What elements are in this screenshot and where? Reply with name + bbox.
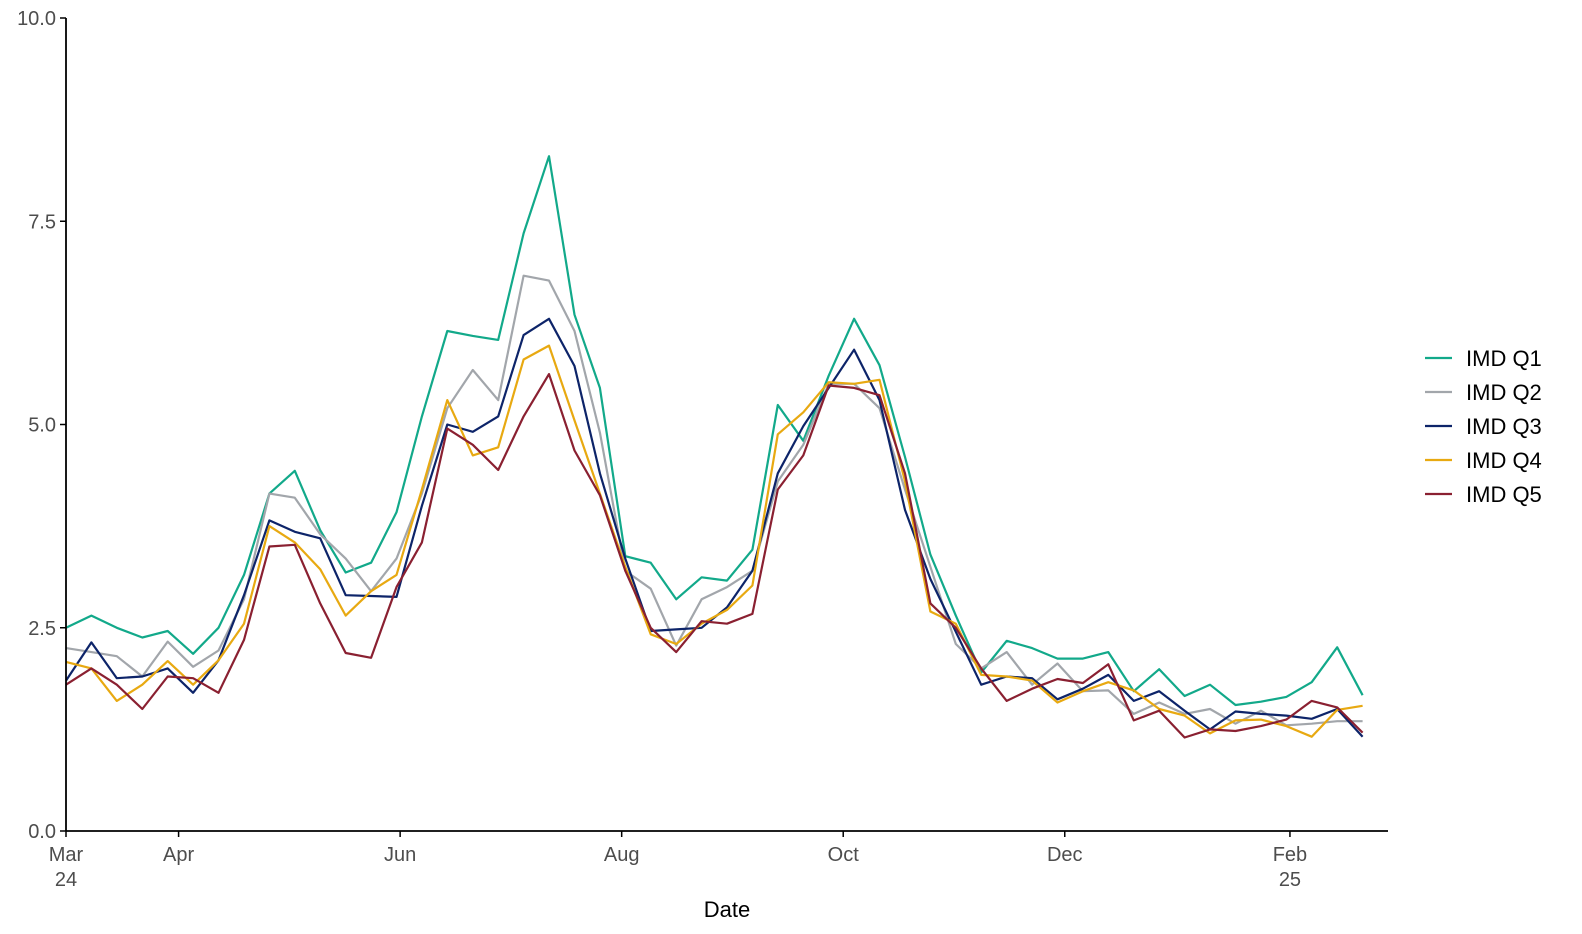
x-tick-sublabel: 24 [55, 869, 77, 891]
legend: IMD Q1 IMD Q2 IMD Q3 IMD Q4 IMD Q5 [1425, 346, 1542, 507]
series-line-imd-q1 [65, 155, 1364, 707]
legend-label: IMD Q3 [1466, 414, 1542, 439]
y-tick-label: 7.5 [28, 211, 56, 233]
plot-lines [65, 155, 1364, 739]
x-tick-label: Mar [49, 844, 84, 866]
x-tick-label: Dec [1047, 844, 1083, 866]
x-tick-label: Aug [604, 844, 640, 866]
y-tick-label: 10.0 [17, 8, 56, 30]
legend-label: IMD Q5 [1466, 482, 1542, 507]
y-tick-label: 0.0 [28, 821, 56, 843]
x-tick-label: Feb [1273, 844, 1307, 866]
x-tick-label: Jun [384, 844, 416, 866]
series-line-imd-q4 [65, 344, 1363, 738]
x-tick-sublabel: 25 [1279, 869, 1301, 891]
y-tick-label: 2.5 [28, 618, 56, 640]
legend-label: IMD Q1 [1466, 346, 1542, 371]
y-tick-label: 5.0 [28, 415, 56, 437]
series-line-imd-q5 [65, 373, 1364, 739]
legend-label: IMD Q2 [1466, 380, 1542, 405]
x-tick-label: Apr [163, 844, 194, 866]
x-tick-label: Oct [828, 844, 860, 866]
x-axis-ticks: Mar 24 Apr Jun Aug Oct Dec Feb 25 [49, 831, 1307, 891]
y-axis-ticks: 0.0 2.5 5.0 7.5 10.0 [17, 8, 66, 843]
x-axis-title: Date [704, 897, 750, 922]
legend-label: IMD Q4 [1466, 448, 1542, 473]
series-line-imd-q2 [65, 274, 1363, 727]
